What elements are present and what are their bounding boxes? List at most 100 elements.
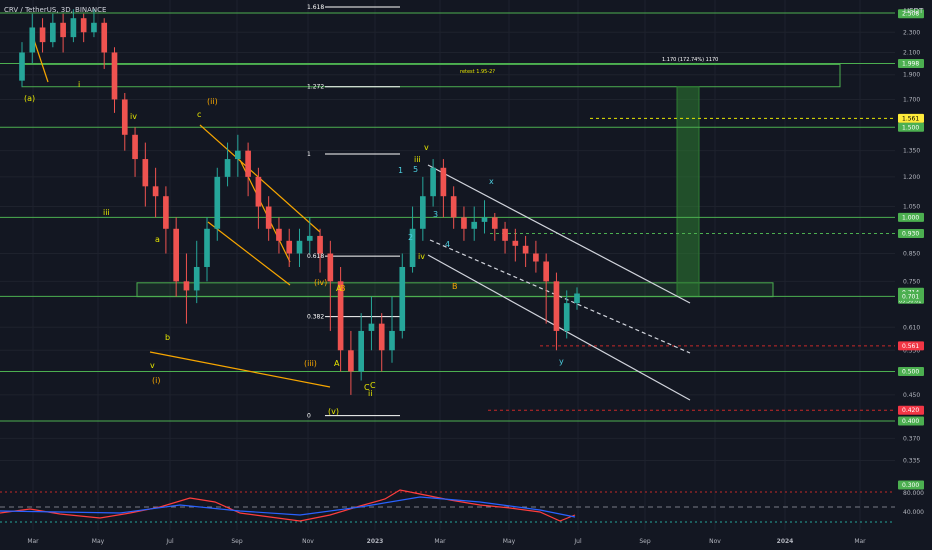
candle-body [60, 22, 66, 38]
wave-label: B [340, 284, 346, 293]
candle-body [163, 196, 169, 229]
wave-label: i [78, 80, 80, 89]
time-tick-label: Mar [27, 538, 39, 545]
candle-body [461, 217, 467, 229]
candle-body [132, 134, 138, 160]
price-badge-label: 1.561 [902, 115, 919, 122]
time-tick-label: Nov [302, 538, 314, 545]
channel-mid [429, 239, 691, 354]
wave-label: v [424, 143, 429, 152]
candle-body [121, 99, 128, 135]
chart-title: CRV / TetherUS, 3D, BINANCE [4, 6, 106, 14]
price-badge-countdown: 09:50:01 [899, 298, 921, 304]
horizontal-levels [0, 12, 895, 422]
candle-body [50, 22, 56, 43]
price-badge-label: 0.930 [902, 231, 919, 238]
wave-label: B [452, 282, 458, 291]
candle-body [481, 217, 488, 222]
price-badge-label: 0.561 [902, 343, 919, 350]
wave-label: y [559, 357, 564, 366]
candle-body [389, 330, 395, 351]
price-badge [898, 122, 924, 132]
wave-label: iv [418, 252, 425, 261]
wave-label: b [165, 333, 170, 342]
candle-body [91, 22, 97, 33]
wave-label: A [336, 284, 342, 293]
price-tick-label: 1.350 [903, 148, 920, 155]
candle-body [173, 228, 179, 282]
price-badge-label: 1.998 [902, 61, 919, 68]
price-tick-label: 1.900 [903, 72, 920, 79]
price-badge [898, 480, 924, 490]
wave-label: v [150, 361, 155, 370]
wave-label: C [364, 383, 370, 392]
time-tick-label: Mar [854, 538, 866, 545]
candle-body [276, 228, 282, 241]
candle-body [111, 52, 118, 100]
rsi-line [0, 489, 576, 522]
fib-levels: 1.618 1.272 1 0.618 0.382 0 [307, 4, 400, 420]
time-tick-label: Jul [165, 538, 174, 545]
rsi-level-label: 40.000 [903, 509, 924, 516]
candle-body [378, 323, 385, 351]
target-annotation: 1.170 (172.74%) 1170 [662, 57, 718, 63]
wedge-lower [207, 221, 291, 286]
price-axis: 2.300 2.100 1.900 1.700 1.350 1.200 1.050 0.850… [895, 0, 932, 550]
candle-body [491, 217, 498, 229]
candle-body [70, 18, 77, 38]
candle-body [306, 235, 313, 241]
candle-body [430, 167, 436, 197]
fib-label: 0 [307, 413, 311, 420]
time-tick-label: May [92, 538, 105, 545]
time-tick-label: 2023 [367, 538, 384, 545]
candle-body [255, 176, 262, 207]
price-badge [898, 59, 924, 69]
fib-label: 0.618 [307, 253, 324, 260]
price-badge [898, 113, 924, 123]
wave-label: (v) [328, 407, 339, 416]
candle-body [80, 18, 87, 33]
candle-body [512, 240, 519, 246]
time-axis: Mar May Jul Sep Nov 2023 Mar May Jul Sep Nov 2024 Ma… [27, 538, 866, 545]
fib-label: 1.272 [307, 84, 324, 91]
time-tick-label: Sep [639, 538, 651, 545]
candle-body [235, 150, 241, 160]
rsi-level-label: 80.000 [903, 490, 924, 497]
time-tick-label: Mar [434, 538, 446, 545]
candle-body [502, 228, 508, 241]
candle-body [543, 261, 549, 282]
wave-label: 5 [413, 165, 418, 174]
time-tick-label: May [503, 538, 516, 545]
wave-label: a [155, 235, 160, 244]
wave-label: iii [103, 208, 110, 217]
price-badge [898, 341, 924, 351]
time-tick-label: Nov [709, 538, 721, 545]
candle-body [19, 52, 25, 81]
candle-body [193, 266, 200, 291]
candle-body [471, 221, 478, 229]
currency-label: USDT [904, 7, 924, 15]
price-badge-label: 1.500 [902, 124, 919, 131]
channel-upper [427, 164, 691, 304]
fib-label: 0.382 [307, 314, 324, 321]
candle-body [39, 27, 46, 43]
candle-body [224, 159, 231, 177]
candle-body [399, 266, 406, 331]
wave-label: A [334, 359, 340, 368]
candle-body [152, 186, 159, 197]
price-axis-bg [895, 0, 932, 550]
price-tick-label: 1.050 [903, 204, 920, 211]
wave-label: (i) [152, 376, 160, 385]
candle-body [420, 196, 426, 229]
candle-body [214, 176, 221, 229]
price-badge-label: 0.500 [902, 368, 919, 375]
price-tick-label: 0.750 [903, 278, 920, 285]
fib-label: 1 [307, 151, 311, 158]
candle-body [317, 235, 323, 254]
price-badge-label: 2.508 [902, 11, 919, 18]
price-tick-label: 0.610 [903, 324, 920, 331]
candle-body [574, 293, 580, 304]
candle-body [286, 240, 293, 254]
